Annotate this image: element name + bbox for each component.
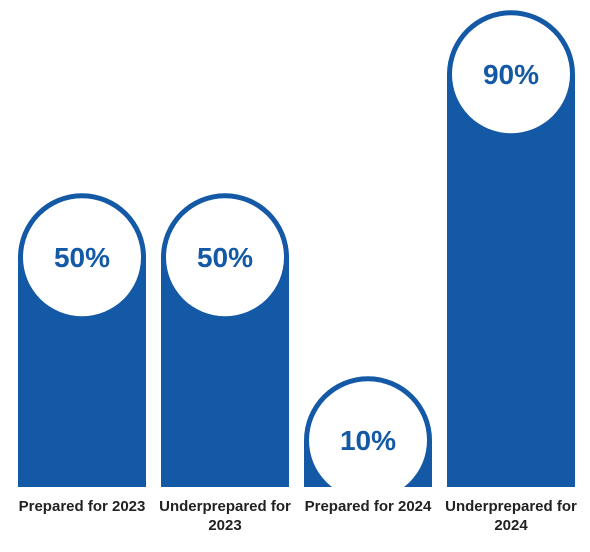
value-label: 50% (197, 242, 253, 273)
value-badge (309, 381, 427, 500)
value-label: 50% (54, 242, 110, 273)
category-label: Prepared for 2023 (18, 498, 146, 515)
value-badge (452, 15, 570, 134)
category-label: Underprepared for 2024 (445, 498, 577, 534)
value-label: 10% (340, 425, 396, 456)
category-label: Prepared for 2024 (304, 498, 432, 515)
category-label: Underprepared for 2023 (159, 498, 291, 534)
value-badge (166, 198, 284, 317)
value-label: 90% (483, 59, 539, 90)
value-badge (23, 198, 141, 317)
bar (447, 10, 575, 487)
